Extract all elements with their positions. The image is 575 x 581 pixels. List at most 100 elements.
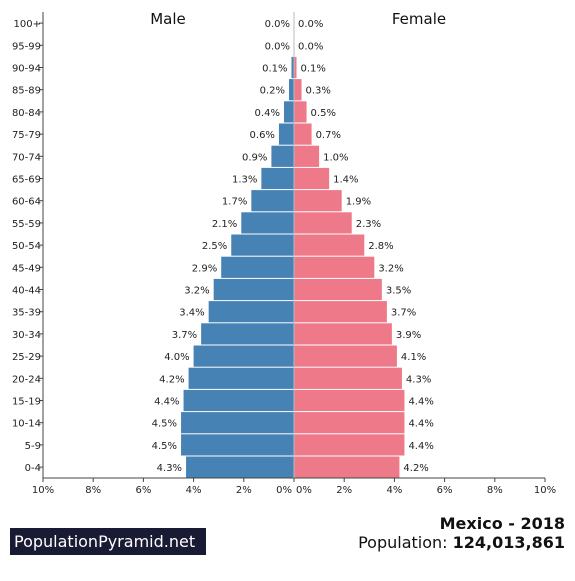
male-bar: [241, 212, 294, 234]
male-bar: [193, 345, 294, 367]
male-bar: [291, 56, 294, 79]
male-bar: [231, 234, 294, 256]
age-group-label: 75-79: [12, 130, 41, 141]
x-tick-label-right: 10%: [534, 485, 556, 496]
female-value-label: 3.5%: [386, 286, 411, 297]
male-value-label: 4.5%: [152, 419, 177, 430]
male-value-label: 2.5%: [202, 241, 227, 252]
age-group-label: 65-69: [12, 175, 41, 186]
age-group-label: 30-34: [12, 330, 41, 341]
age-group-label: 90-94: [12, 64, 41, 75]
population-label: Population:: [358, 533, 448, 552]
age-group-label: 40-44: [12, 286, 41, 297]
x-tick-label-left: 10%: [32, 485, 54, 496]
male-value-label: 0.9%: [242, 152, 267, 163]
male-value-label: 2.9%: [192, 263, 217, 274]
age-group-label: 45-49: [12, 263, 41, 274]
x-tick-label-left: 4%: [186, 485, 202, 496]
female-bar: [294, 190, 342, 212]
female-bar: [294, 56, 297, 79]
x-tick-label-right: 2%: [336, 485, 352, 496]
female-bar: [294, 167, 330, 190]
male-bar: [181, 434, 294, 456]
x-tick-label-left: 0%: [276, 485, 292, 496]
population-total: Population: 124,013,861: [358, 533, 565, 552]
age-group-label: 20-24: [12, 374, 41, 385]
female-header: Female: [392, 10, 446, 28]
age-group-label: 0-4: [25, 463, 41, 474]
female-bar: [294, 456, 400, 478]
male-value-label: 1.3%: [232, 175, 257, 186]
brand-badge[interactable]: PopulationPyramid.net: [10, 528, 206, 555]
male-value-label: 0.6%: [250, 130, 275, 141]
brand-name: PopulationPyramid.net: [14, 532, 196, 551]
x-tick-label-right: 8%: [487, 485, 503, 496]
age-group-label: 15-19: [12, 397, 41, 408]
age-group-label: 60-64: [12, 197, 41, 208]
female-value-label: 2.3%: [356, 219, 381, 230]
female-value-label: 4.4%: [408, 397, 433, 408]
male-value-label: 4.3%: [157, 463, 182, 474]
age-group-label: 100+: [14, 19, 41, 30]
female-bar: [294, 278, 382, 301]
age-group-label: 10-14: [12, 419, 41, 430]
female-value-label: 0.1%: [301, 64, 326, 75]
female-bar: [294, 367, 402, 389]
age-group-label: 55-59: [12, 219, 41, 230]
female-bar: [294, 256, 375, 278]
male-bar: [188, 367, 294, 389]
age-group-label: 35-39: [12, 308, 41, 319]
population-pyramid-chart: 0.0% 0.0% 100+ 0.0% 0.0% 95-99 0.1% 0.1% 90-94 0.…: [12, 10, 556, 496]
male-value-label: 4.0%: [164, 352, 189, 363]
male-value-label: 2.1%: [212, 219, 237, 230]
female-bar: [294, 301, 387, 323]
male-value-label: 0.0%: [265, 41, 290, 52]
female-value-label: 4.4%: [408, 441, 433, 452]
female-value-label: 1.4%: [333, 175, 358, 186]
male-bar: [288, 79, 294, 101]
age-group-label: 5-9: [25, 441, 41, 452]
male-value-label: 3.4%: [179, 308, 204, 319]
male-bar: [186, 456, 294, 478]
age-group-label: 85-89: [12, 86, 41, 97]
age-group-label: 70-74: [12, 152, 41, 163]
female-bar: [294, 212, 352, 234]
age-group-label: 25-29: [12, 352, 41, 363]
male-bar: [251, 190, 294, 212]
female-value-label: 0.3%: [306, 86, 331, 97]
x-tick-label-left: 2%: [236, 485, 252, 496]
x-tick-label-left: 8%: [85, 485, 101, 496]
female-value-label: 4.1%: [401, 352, 426, 363]
female-bar: [294, 345, 397, 367]
female-value-label: 1.0%: [323, 152, 348, 163]
male-bar: [271, 145, 294, 167]
female-bar: [294, 412, 405, 434]
male-value-label: 0.1%: [262, 64, 287, 75]
female-bar: [294, 123, 312, 145]
female-value-label: 0.5%: [311, 108, 336, 119]
male-value-label: 0.0%: [265, 19, 290, 30]
male-value-label: 4.4%: [154, 397, 179, 408]
male-bar: [208, 301, 294, 323]
male-value-label: 4.2%: [159, 374, 184, 385]
female-value-label: 3.2%: [378, 263, 403, 274]
country-year-title: Mexico - 2018: [439, 514, 565, 533]
female-value-label: 0.0%: [298, 19, 323, 30]
female-bar: [294, 101, 307, 123]
male-bar: [283, 101, 294, 123]
male-value-label: 3.2%: [184, 286, 209, 297]
female-bar: [294, 234, 365, 256]
age-group-label: 80-84: [12, 108, 41, 119]
age-group-label: 95-99: [12, 41, 41, 52]
female-value-label: 3.7%: [391, 308, 416, 319]
female-bar: [294, 389, 405, 412]
female-bar: [294, 145, 320, 167]
male-bar: [278, 123, 294, 145]
male-header: Male: [150, 10, 186, 28]
male-bar: [261, 167, 294, 190]
female-value-label: 4.4%: [408, 419, 433, 430]
male-bar: [221, 256, 294, 278]
x-tick-label-left: 6%: [135, 485, 151, 496]
male-bar: [201, 323, 294, 345]
female-bar: [294, 434, 405, 456]
